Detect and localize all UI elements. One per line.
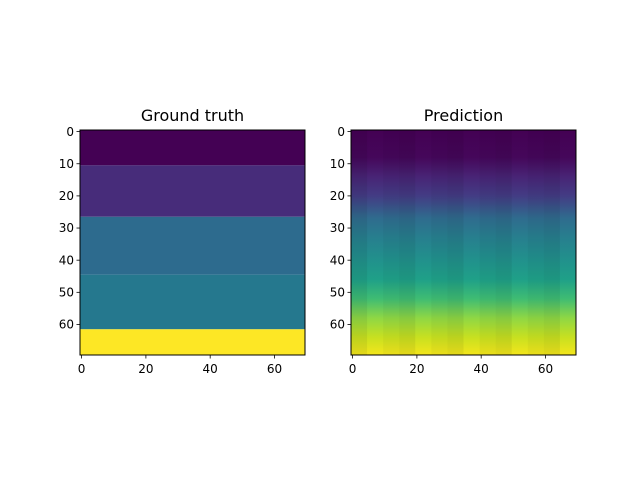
prediction-x-tick-label: 60 [538, 362, 553, 376]
prediction-y-tick-label: 60 [330, 318, 345, 332]
prediction-axes-frame [350, 129, 577, 356]
prediction-x-tick-label: 0 [349, 362, 357, 376]
prediction-texture-col [383, 130, 399, 355]
ground-truth-y-tick-label: 10 [59, 157, 74, 171]
prediction-texture-col [351, 130, 368, 355]
ground-truth-y-tick-label: 40 [59, 253, 74, 267]
ground-truth-panel: Ground truth 0 20 40 60 0 10 20 30 40 50 60 [59, 106, 306, 376]
prediction-y-tick-label: 50 [330, 286, 345, 300]
prediction-title: Prediction [424, 106, 503, 125]
ground-truth-title: Ground truth [141, 106, 244, 125]
prediction-texture-col [480, 130, 496, 355]
prediction-x-tick-label: 20 [409, 362, 424, 376]
ground-truth-axes-frame [79, 129, 306, 356]
prediction-image [351, 130, 576, 355]
ground-truth-y-tick-label: 50 [59, 286, 74, 300]
ground-truth-layer-2 [80, 216, 305, 275]
ground-truth-layer-0 [80, 130, 305, 166]
ground-truth-layer-4 [80, 329, 305, 355]
ground-truth-y-tick-label: 0 [66, 125, 74, 139]
prediction-x-tick-label: 40 [474, 362, 489, 376]
ground-truth-x-tick-label: 40 [203, 362, 218, 376]
ground-truth-x-ticks: 0 20 40 60 [78, 355, 282, 376]
prediction-y-ticks: 0 10 20 30 40 50 60 [330, 125, 351, 332]
ground-truth-y-ticks: 0 10 20 30 40 50 60 [59, 125, 80, 332]
prediction-y-tick-label: 30 [330, 221, 345, 235]
prediction-texture-col [447, 130, 464, 355]
prediction-texture-col [431, 130, 447, 355]
prediction-texture-col [528, 130, 544, 355]
prediction-y-tick-label: 10 [330, 157, 345, 171]
ground-truth-image [80, 130, 305, 355]
ground-truth-x-tick-label: 0 [78, 362, 86, 376]
ground-truth-y-tick-label: 20 [59, 189, 74, 203]
prediction-texture-col [543, 130, 560, 355]
prediction-y-tick-label: 40 [330, 253, 345, 267]
prediction-y-tick-label: 20 [330, 189, 345, 203]
prediction-panel: Prediction 0 20 40 60 0 10 20 30 40 50 60 [330, 106, 577, 376]
ground-truth-y-tick-label: 60 [59, 318, 74, 332]
ground-truth-layer-1 [80, 165, 305, 217]
ground-truth-x-tick-label: 60 [267, 362, 282, 376]
ground-truth-layer-3 [80, 274, 305, 330]
prediction-field [351, 130, 576, 355]
prediction-x-ticks: 0 20 40 60 [349, 355, 553, 376]
prediction-texture-col [495, 130, 512, 355]
ground-truth-y-tick-label: 30 [59, 221, 74, 235]
prediction-texture-col [399, 130, 416, 355]
ground-truth-x-tick-label: 20 [138, 362, 153, 376]
prediction-y-tick-label: 0 [337, 125, 345, 139]
